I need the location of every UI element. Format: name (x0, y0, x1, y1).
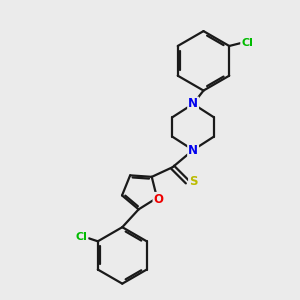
Text: N: N (188, 143, 198, 157)
Text: Cl: Cl (76, 232, 87, 242)
Text: O: O (154, 193, 164, 206)
Text: Cl: Cl (241, 38, 253, 48)
Text: N: N (188, 98, 198, 110)
Text: S: S (189, 176, 197, 188)
